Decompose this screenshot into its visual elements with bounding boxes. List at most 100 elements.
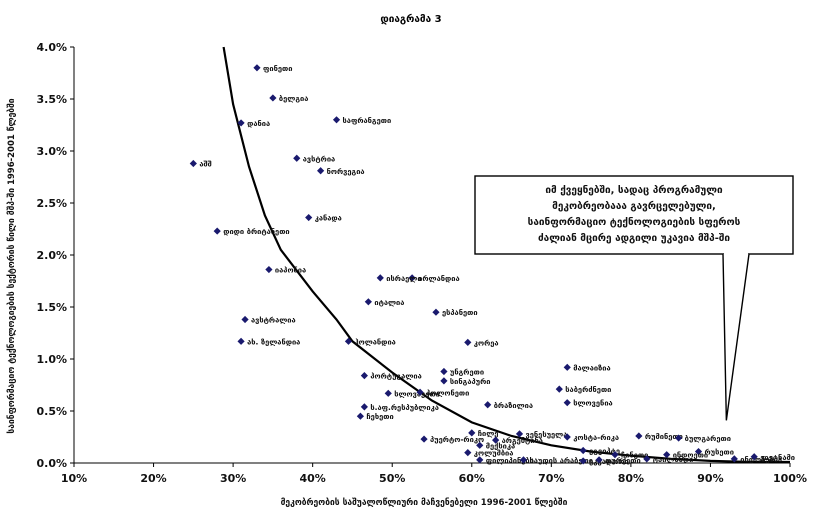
data-point <box>237 119 245 127</box>
data-point <box>675 434 683 442</box>
data-point-label: ჩილე <box>478 429 499 438</box>
data-point <box>364 298 372 306</box>
data-point-label: პოლონეთი <box>426 388 469 397</box>
data-point-label: აშშ <box>199 159 211 168</box>
data-point <box>356 412 364 420</box>
data-point <box>360 403 368 411</box>
callout-text-line: საინფორმაციო ტექნოლოგიების სფეროს <box>528 216 741 228</box>
data-point-label: უნგრეთი <box>450 367 484 376</box>
data-point <box>408 274 416 282</box>
y-tick-label: 2.5% <box>36 197 67 210</box>
x-tick-label: 60% <box>459 472 485 485</box>
data-point-label: ს.აფ.რესპუბლიკა <box>370 403 439 412</box>
data-point-label: სინგაპური <box>450 377 491 386</box>
data-point <box>416 388 424 396</box>
data-point <box>440 367 448 376</box>
data-point-label: ახ. ზელანდია <box>247 337 300 346</box>
data-point-label: ვიეტნამი <box>760 453 795 462</box>
plot-area: 10% 20% 30% 40% 50% 60% 70% 80% 90% 100% 0.0% 0.5% 1… <box>36 41 807 485</box>
y-tick-label: 2.0% <box>36 249 67 262</box>
data-point <box>344 337 353 345</box>
x-tick-label: 80% <box>618 472 644 485</box>
data-point <box>663 451 671 459</box>
data-point-label: საფრანგეთი <box>343 116 392 125</box>
data-point <box>253 64 261 72</box>
callout-box <box>474 175 794 255</box>
data-point-label: კანადა <box>315 214 342 223</box>
data-point <box>563 399 571 407</box>
data-point-label: ბრაზილია <box>494 401 533 410</box>
data-point <box>635 432 643 440</box>
data-point <box>476 441 484 449</box>
data-point-label: ბულგარეთი <box>685 434 731 443</box>
data-point <box>611 451 619 459</box>
data-point-label: ავსტრია <box>303 154 335 163</box>
data-point-label: ფილიპინები <box>486 456 534 465</box>
data-point-label: ბელგია <box>279 94 309 103</box>
data-point <box>332 116 341 124</box>
data-point-label: რუმინეთი <box>645 432 683 441</box>
data-point-label: ჩინეთი <box>621 451 648 460</box>
trend-curve-line <box>222 46 790 464</box>
data-point <box>643 455 651 463</box>
data-point <box>563 363 571 371</box>
x-tick-label: 50% <box>379 472 405 485</box>
data-point-label: ჩეხეთი <box>366 412 393 421</box>
data-point-label: საბერძნეთი <box>565 385 611 394</box>
x-tick-label: 40% <box>299 472 325 485</box>
data-point-label: კოლუმბია <box>474 449 514 458</box>
data-point <box>384 389 392 397</box>
data-point-label: ტაილანდი <box>653 455 694 464</box>
chart-title: დიაგრამა 3 <box>380 13 441 25</box>
data-point <box>305 213 313 222</box>
data-point-label: ვენესუელა <box>526 430 568 439</box>
data-point-label: პორტუგალია <box>370 372 421 381</box>
data-point-label: რუსეთი <box>705 448 734 457</box>
data-point <box>484 401 492 409</box>
data-point <box>555 385 563 393</box>
data-point <box>213 227 221 235</box>
data-point <box>579 446 587 455</box>
data-point-label: იტალია <box>374 298 404 307</box>
callout-text-line: იმ ქვეყნებში, სადაც პროგრამული <box>545 184 723 196</box>
y-axis-label: საინფორმაციო ტექნოლოგიების სექტორის წილი… <box>6 98 17 433</box>
data-point <box>750 453 758 461</box>
x-tick-label: 20% <box>140 472 166 485</box>
x-tick-label: 100% <box>773 472 807 485</box>
data-point <box>468 429 476 437</box>
data-point-label: იაპონია <box>275 266 306 275</box>
data-point-label: არგენტინა <box>502 436 543 445</box>
data-point <box>595 456 603 464</box>
callout-text-line: მეკობრეობააა გავრცელებული, <box>552 200 716 212</box>
y-tick-label: 0.5% <box>36 405 67 418</box>
data-point <box>293 154 301 162</box>
data-point-label: საუდის არაბეთი <box>529 456 593 465</box>
y-tick-label: 4.0% <box>36 41 67 54</box>
data-point-label: ინდონეზია <box>740 455 782 464</box>
data-point-label: მექსიკა <box>486 441 515 450</box>
x-tick-label: 10% <box>61 472 87 485</box>
data-point-label: თურქეთი <box>605 456 641 465</box>
data-point-label: კორეა <box>474 338 499 347</box>
x-tick-label: 70% <box>538 472 564 485</box>
callout-pointer <box>722 253 750 421</box>
data-point-label: ესპანეთი <box>442 308 478 317</box>
y-tick-label: 1.0% <box>36 353 67 366</box>
data-point <box>519 456 528 464</box>
annotation-callout: იმ ქვეყნებში, სადაც პროგრამული მეკობრეობა… <box>474 175 794 421</box>
data-point-label: პუერტო-რიკო <box>430 435 484 444</box>
y-tick-label: 3.5% <box>36 93 67 106</box>
x-tick-label: 90% <box>697 472 723 485</box>
data-point-label: ეკვადორი <box>589 457 628 466</box>
callout-text-line: ძალიან მცირე ადგილი უკავია მშპ-ში <box>538 232 730 244</box>
data-point <box>241 315 249 324</box>
data-point <box>376 274 384 282</box>
data-point-label: მალაიზია <box>573 363 610 372</box>
data-point <box>563 433 571 441</box>
data-point <box>420 435 428 443</box>
data-point <box>579 457 587 465</box>
data-point <box>464 338 472 346</box>
data-point-label: კოსტა-რიკა <box>573 433 619 442</box>
data-point <box>269 94 277 102</box>
data-point <box>492 436 500 444</box>
